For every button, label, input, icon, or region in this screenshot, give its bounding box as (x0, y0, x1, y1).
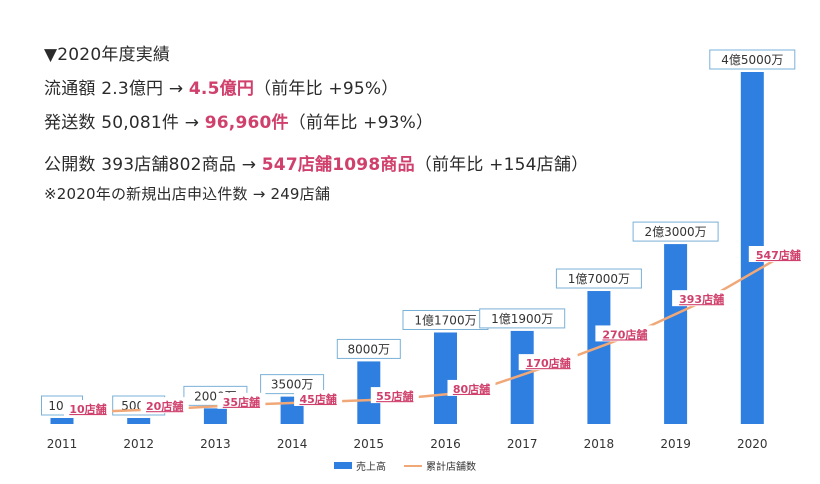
line-value-label: 20店舗 (146, 399, 183, 413)
x-tick-label: 2017 (507, 437, 538, 451)
legend-bar-swatch (334, 462, 352, 469)
line-label-bg (672, 290, 732, 307)
summary-gmv-suffix: （前年比 +95%） (254, 79, 399, 99)
x-tick-label: 2016 (430, 437, 461, 451)
bar-value-label: 2億3000万 (645, 225, 707, 239)
bar (50, 418, 74, 424)
summary-shipments: 発送数 50,081件 → 96,960件（前年比 +93%） (44, 108, 433, 133)
bar-label-box (555, 268, 642, 289)
bar-value-label: 4億5000万 (721, 53, 783, 67)
line-label-bg (217, 392, 266, 409)
bar (587, 291, 611, 424)
x-tick-label: 2015 (354, 437, 385, 451)
line-value-label: 80店舗 (453, 382, 490, 396)
legend-bar-label: 売上高 (356, 460, 386, 473)
line-labels: 10店舗 20店舗 35店舗 45店舗 55店舗 80店舗 170店舗 270店舗 393店舗 5… (64, 246, 808, 416)
line-value-label: 10店舗 (69, 402, 106, 416)
summary-listings-prefix: 公開数 393店舗802商品 → (44, 155, 262, 175)
bar-label-box (632, 221, 719, 242)
summary-listings-suffix: （前年比 +154店舗） (414, 155, 589, 175)
bar-value-label: 8000万 (348, 342, 391, 356)
summary-title: ▼2020年度実績 (44, 45, 171, 65)
summary-listings-highlight: 547店舗1098商品 (261, 155, 415, 175)
line-label-bg (64, 400, 112, 416)
line-label-bg (595, 325, 655, 342)
summary-note: ※2020年の新規出店申込件数 → 249店舗 (44, 185, 331, 203)
summary-shipments-suffix: （前年比 +93%） (288, 113, 434, 133)
bar (203, 408, 227, 424)
line-label-bg (447, 379, 496, 396)
x-tick-label: 2013 (200, 437, 231, 451)
legend: 売上高 累計店舗数 (334, 460, 476, 473)
line-value-label: 393店舗 (679, 292, 724, 306)
x-axis: 2011 2012 2013 2014 2015 2016 2017 2018 2019 2020 (47, 437, 768, 451)
summary-listings: 公開数 393店舗802商品 → 547店舗1098商品（前年比 +154店舗） (44, 150, 588, 175)
summary-gmv-prefix: 流通額 2.3億円 → (44, 79, 189, 99)
bar-label-box (709, 49, 796, 70)
bar-value-label: 3500万 (271, 378, 314, 392)
bar-value-label: 1億1900万 (491, 312, 553, 326)
summary-gmv-highlight: 4.5億円 (188, 79, 255, 99)
line-series (87, 256, 779, 414)
x-tick-label: 2012 (123, 437, 154, 451)
bar-label-box (260, 374, 325, 395)
line-value-label: 35店舗 (223, 395, 260, 409)
line-value-label: 270店舗 (602, 327, 647, 341)
x-tick-label: 2011 (47, 437, 78, 451)
line-value-label: 45店舗 (299, 392, 336, 406)
x-tick-label: 2019 (660, 437, 691, 451)
bar (127, 418, 151, 424)
bar-value-label: 1億1700万 (414, 313, 476, 327)
line-value-label: 55店舗 (376, 389, 413, 403)
line-label-bg (140, 397, 189, 414)
summary-gmv: 流通額 2.3億円 → 4.5億円（前年比 +95%） (44, 74, 398, 99)
summary-shipments-highlight: 96,960件 (204, 113, 289, 133)
line-label-bg (518, 354, 578, 371)
bar-label-box (336, 338, 401, 359)
x-tick-label: 2018 (584, 437, 615, 451)
summary-shipments-prefix: 発送数 50,081件 → (44, 113, 205, 133)
bar-value-label: 1億7000万 (568, 272, 630, 286)
x-tick-label: 2014 (277, 437, 308, 451)
x-tick-label: 2020 (737, 437, 768, 451)
line-label-bg (748, 246, 808, 262)
bar (357, 361, 381, 424)
line-value-label: 170店舗 (526, 356, 571, 370)
bar-label-box (479, 308, 566, 329)
bar (434, 332, 457, 424)
bar (664, 244, 688, 424)
line-label-bg (370, 387, 419, 404)
legend-line-label: 累計店舗数 (426, 460, 476, 473)
line-value-label: 547店舗 (756, 248, 801, 262)
line-label-bg (294, 389, 343, 406)
